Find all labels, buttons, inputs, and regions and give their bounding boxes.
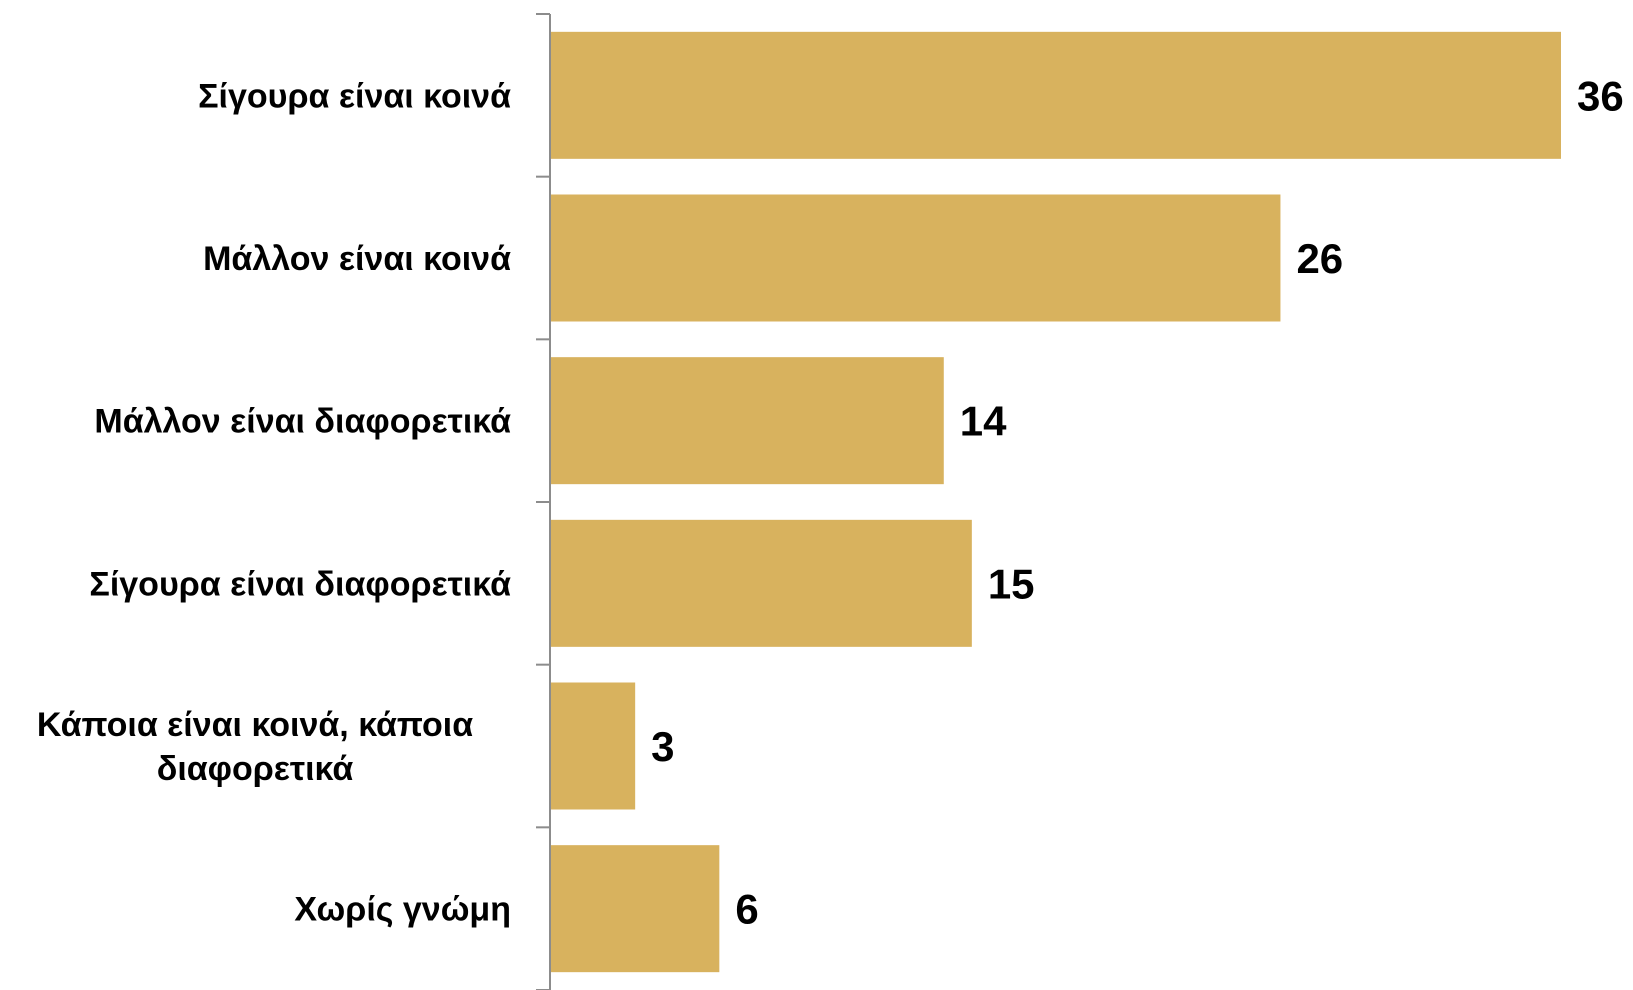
- category-label: Χωρίς γνώμη: [294, 891, 511, 929]
- data-label: 6: [735, 886, 758, 933]
- axis-layer: [536, 13, 551, 990]
- bar: [551, 357, 944, 485]
- category-label: Μάλλον είναι διαφορετικά: [94, 403, 511, 441]
- category-label-line: Χωρίς γνώμη: [294, 891, 511, 929]
- bar: [551, 194, 1281, 322]
- bar-layer: [551, 31, 1561, 973]
- category-label: Σίγουρα είναι διαφορετικά: [89, 565, 511, 603]
- bar: [551, 682, 636, 810]
- data-label: 26: [1296, 235, 1343, 282]
- category-label-line: Σίγουρα είναι διαφορετικά: [89, 565, 511, 603]
- data-label: 14: [960, 398, 1007, 445]
- category-label-line: διαφορετικά: [157, 750, 354, 788]
- data-label: 3: [651, 723, 674, 770]
- category-label: Μάλλον είναι κοινά: [203, 240, 511, 278]
- bar: [551, 31, 1561, 159]
- data-label: 36: [1577, 72, 1624, 119]
- bar: [551, 845, 720, 973]
- category-label: Κάποια είναι κοινά, κάποια διαφορετικά: [37, 706, 473, 788]
- category-label-line: Μάλλον είναι διαφορετικά: [94, 403, 511, 441]
- data-label: 15: [988, 560, 1035, 607]
- bar: [551, 519, 972, 647]
- category-label-line: Σίγουρα είναι κοινά: [198, 77, 511, 115]
- category-label-line: Κάποια είναι κοινά, κάποια: [37, 706, 473, 744]
- category-label: Σίγουρα είναι κοινά: [198, 77, 511, 115]
- category-label-line: Μάλλον είναι κοινά: [203, 240, 511, 278]
